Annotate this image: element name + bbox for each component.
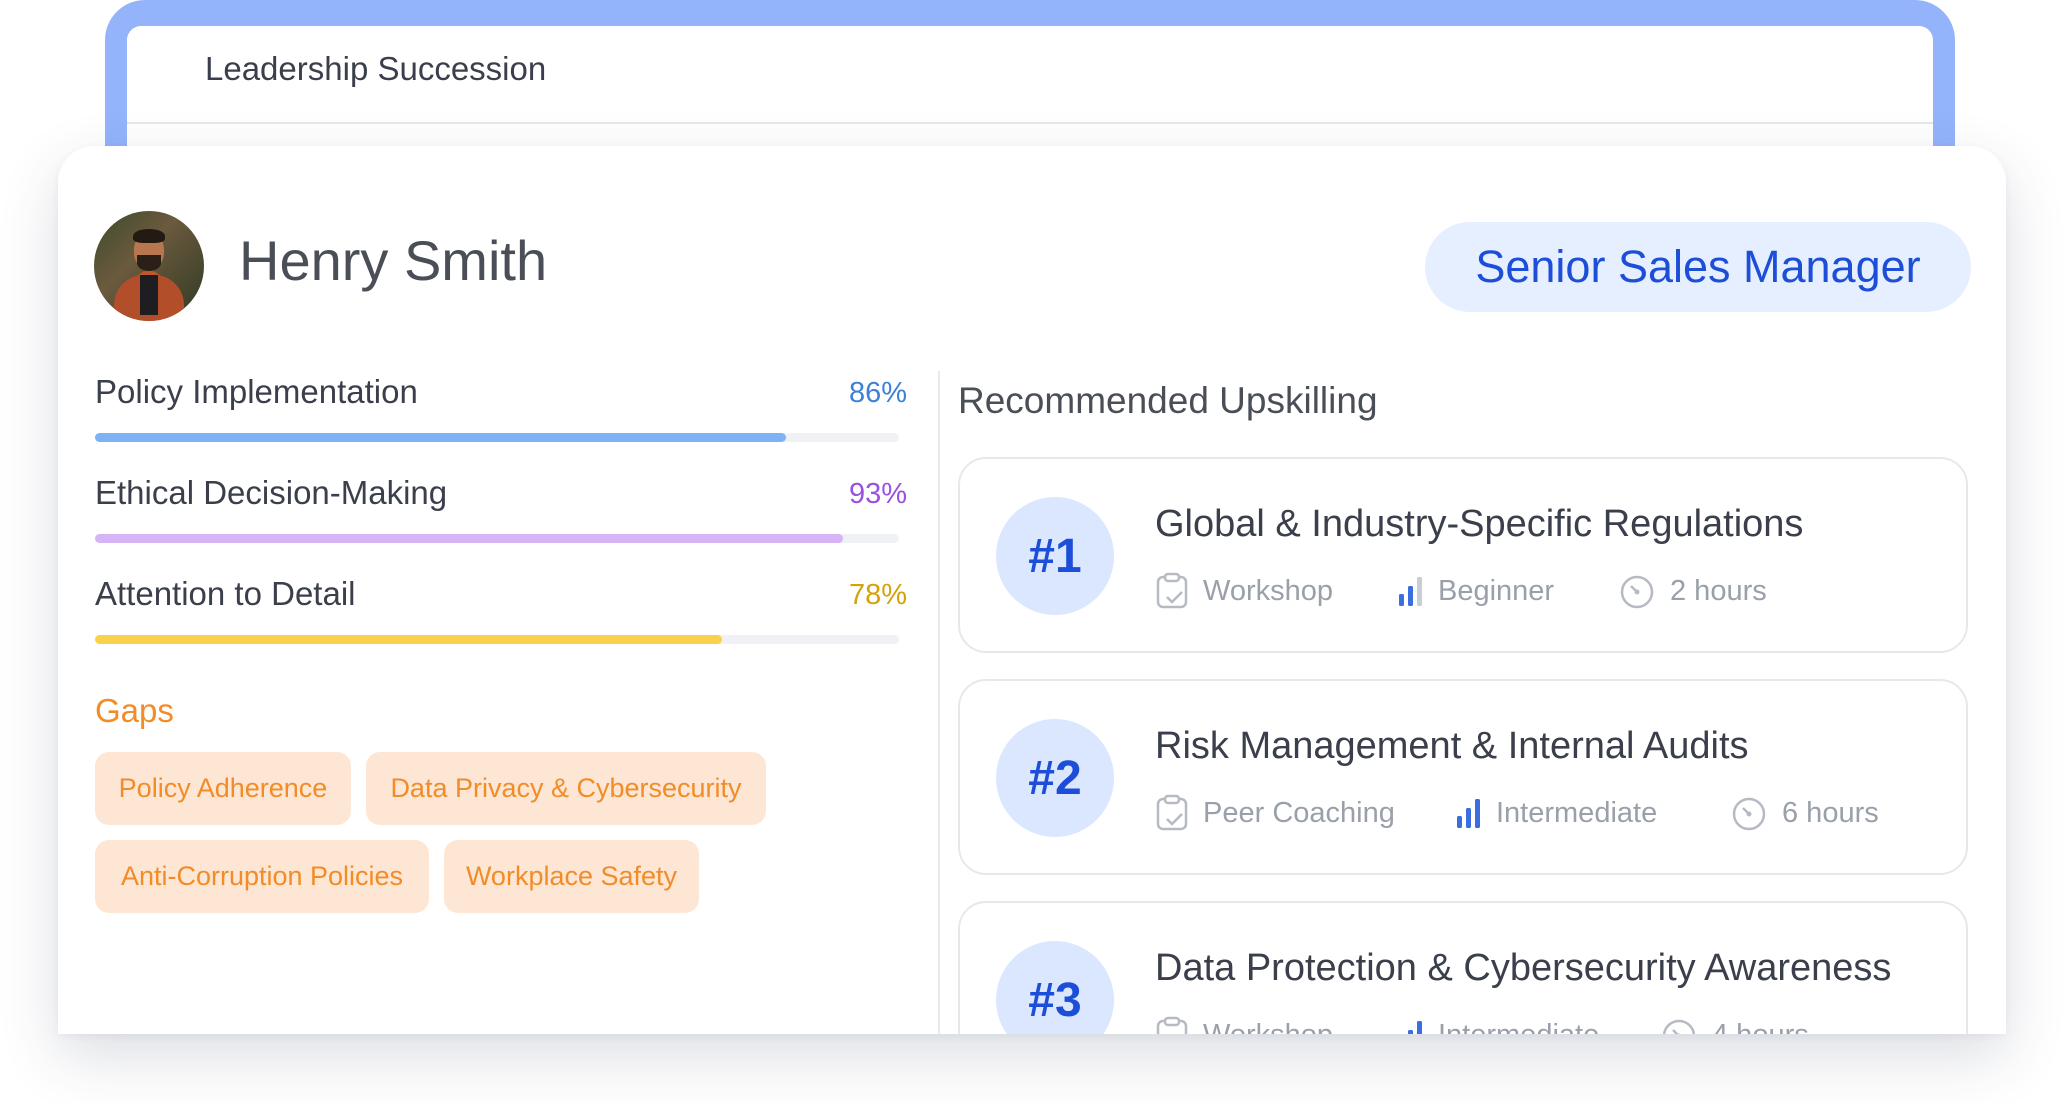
course-duration: 6 hours bbox=[1730, 793, 1879, 833]
course-level: Beginner bbox=[1398, 571, 1554, 611]
avatar[interactable] bbox=[94, 211, 204, 321]
course-format: Workshop bbox=[1155, 571, 1333, 611]
course-title: Data Protection & Cybersecurity Awarenes… bbox=[1155, 947, 1892, 989]
skill-progress-track bbox=[95, 635, 899, 644]
course-level-label: Beginner bbox=[1438, 574, 1555, 607]
course-title: Risk Management & Internal Audits bbox=[1155, 725, 1749, 767]
course-duration-label: 4 hours bbox=[1712, 1019, 1809, 1035]
course-format-label: Peer Coaching bbox=[1203, 796, 1395, 829]
course-level-label: Intermediate bbox=[1438, 1019, 1599, 1035]
course-format: Peer Coaching bbox=[1155, 793, 1395, 833]
course-level: Intermediate bbox=[1398, 1015, 1599, 1034]
avatar-hair bbox=[133, 229, 165, 243]
skill-progress-fill bbox=[95, 534, 843, 543]
timer-icon bbox=[1730, 794, 1768, 832]
background-window-divider bbox=[127, 122, 1933, 124]
gap-chip[interactable]: Anti-Corruption Policies bbox=[95, 840, 429, 913]
gap-chip[interactable]: Policy Adherence bbox=[95, 752, 351, 825]
rank-badge: #3 bbox=[996, 941, 1114, 1034]
course-title: Global & Industry-Specific Regulations bbox=[1155, 503, 1804, 545]
skill-name: Policy Implementation bbox=[95, 373, 418, 410]
course-format: Workshop bbox=[1155, 1015, 1333, 1034]
bar-chart-icon bbox=[1398, 574, 1424, 608]
employee-profile-card: Henry Smith Senior Sales Manager Policy … bbox=[58, 146, 2006, 1034]
course-level: Intermediate bbox=[1456, 793, 1657, 833]
column-divider bbox=[938, 371, 940, 1034]
role-badge[interactable]: Senior Sales Manager bbox=[1425, 222, 1971, 312]
course-format-label: Workshop bbox=[1203, 574, 1334, 607]
rank-badge: #2 bbox=[996, 719, 1114, 837]
course-duration-label: 2 hours bbox=[1670, 574, 1767, 607]
clipboard-check-icon bbox=[1155, 1016, 1189, 1034]
avatar-beard bbox=[137, 255, 161, 271]
course-level-label: Intermediate bbox=[1496, 796, 1658, 829]
avatar-shirt bbox=[140, 275, 158, 315]
upskilling-card[interactable]: #2 Risk Management & Internal Audits Pee… bbox=[958, 679, 1968, 875]
skill-progress-fill bbox=[95, 635, 723, 644]
skill-progress-track bbox=[95, 433, 899, 442]
upskilling-card[interactable]: #3 Data Protection & Cybersecurity Aware… bbox=[958, 901, 1968, 1034]
background-window-title: Leadership Succession bbox=[205, 50, 547, 87]
upskilling-card[interactable]: #1 Global & Industry-Specific Regulation… bbox=[958, 457, 1968, 653]
rank-badge: #1 bbox=[996, 497, 1114, 615]
course-duration: 4 hours bbox=[1660, 1015, 1809, 1034]
clipboard-check-icon bbox=[1155, 794, 1189, 832]
skill-name: Ethical Decision-Making bbox=[95, 474, 448, 511]
skill-name: Attention to Detail bbox=[95, 575, 356, 612]
timer-icon bbox=[1618, 572, 1656, 610]
course-format-label: Workshop bbox=[1203, 1019, 1333, 1035]
bar-chart-icon bbox=[1456, 796, 1482, 830]
skill-percent: 93% bbox=[848, 478, 907, 510]
gaps-heading: Gaps bbox=[95, 692, 174, 729]
course-duration-label: 6 hours bbox=[1782, 796, 1879, 829]
gap-chip[interactable]: Data Privacy & Cybersecurity bbox=[366, 752, 766, 825]
employee-name: Henry Smith bbox=[239, 229, 548, 292]
skill-percent: 78% bbox=[848, 579, 907, 611]
skill-progress-fill bbox=[95, 433, 787, 442]
bar-chart-icon bbox=[1398, 1018, 1424, 1034]
skill-progress-track bbox=[95, 534, 899, 543]
skill-percent: 86% bbox=[848, 377, 907, 409]
course-duration: 2 hours bbox=[1618, 571, 1767, 611]
upskilling-heading: Recommended Upskilling bbox=[958, 380, 1378, 421]
timer-icon bbox=[1660, 1016, 1698, 1034]
clipboard-check-icon bbox=[1155, 572, 1189, 610]
gap-chip[interactable]: Workplace Safety bbox=[444, 840, 699, 913]
